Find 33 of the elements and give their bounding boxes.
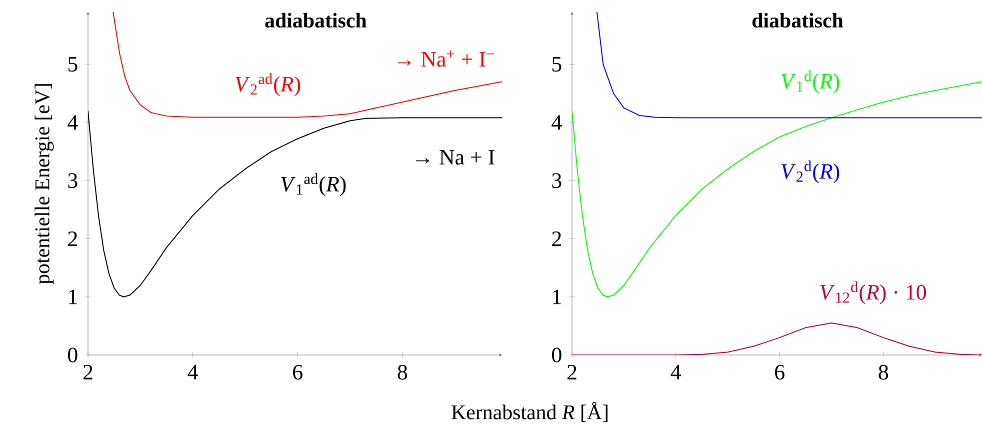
y-tick-label: 5 bbox=[552, 57, 562, 72]
y-tick-label: 1 bbox=[553, 290, 561, 304]
x-tick-label: 2 bbox=[83, 364, 92, 380]
x-tick-label: 6 bbox=[775, 364, 784, 380]
y-tick-label: 3 bbox=[552, 173, 562, 188]
x-axis-title: Kernabstand R [Å] bbox=[452, 402, 608, 422]
y-tick-label: 4 bbox=[68, 115, 78, 130]
chart-title: adiabatisch bbox=[265, 12, 367, 28]
annotation: → Na + I bbox=[416, 150, 494, 165]
series-label: V$_{1}$$^{d}$(R) bbox=[781, 70, 840, 94]
y-tick-label: 4 bbox=[552, 115, 562, 130]
series-label: V$_{12}$$^{d}$(R) · 10 bbox=[820, 281, 926, 304]
x-tick-label: 8 bbox=[398, 364, 408, 380]
y-axis-title: potentielle Energie [eV] bbox=[34, 84, 54, 284]
chart-title: diabatisch bbox=[752, 12, 844, 28]
x-tick-label: 2 bbox=[567, 364, 576, 380]
series-label: V$_{2}$$^{ad}$(R) bbox=[236, 73, 300, 96]
series-label: V$_{1}$$^{ad}$(R) bbox=[281, 173, 346, 196]
x-tick-label: 8 bbox=[878, 364, 888, 380]
line-series bbox=[596, 12, 982, 118]
y-tick-label: 5 bbox=[68, 57, 78, 72]
x-tick-label: 4 bbox=[188, 364, 198, 380]
y-tick-label: 1 bbox=[69, 290, 77, 304]
y-tick-label: 2 bbox=[68, 231, 77, 246]
annotation: → Na$^{+}$ + I$^{−}$ bbox=[398, 50, 494, 67]
series-label: V$_{2}$$^{d}$(R) bbox=[781, 160, 840, 184]
x-tick-label: 6 bbox=[293, 364, 302, 380]
y-tick-label: 0 bbox=[552, 348, 562, 362]
line-series bbox=[88, 110, 502, 298]
x-tick-label: 4 bbox=[670, 364, 681, 380]
y-tick-label: 0 bbox=[68, 348, 78, 362]
y-tick-label: 2 bbox=[552, 231, 561, 246]
y-tick-label: 3 bbox=[68, 173, 78, 188]
